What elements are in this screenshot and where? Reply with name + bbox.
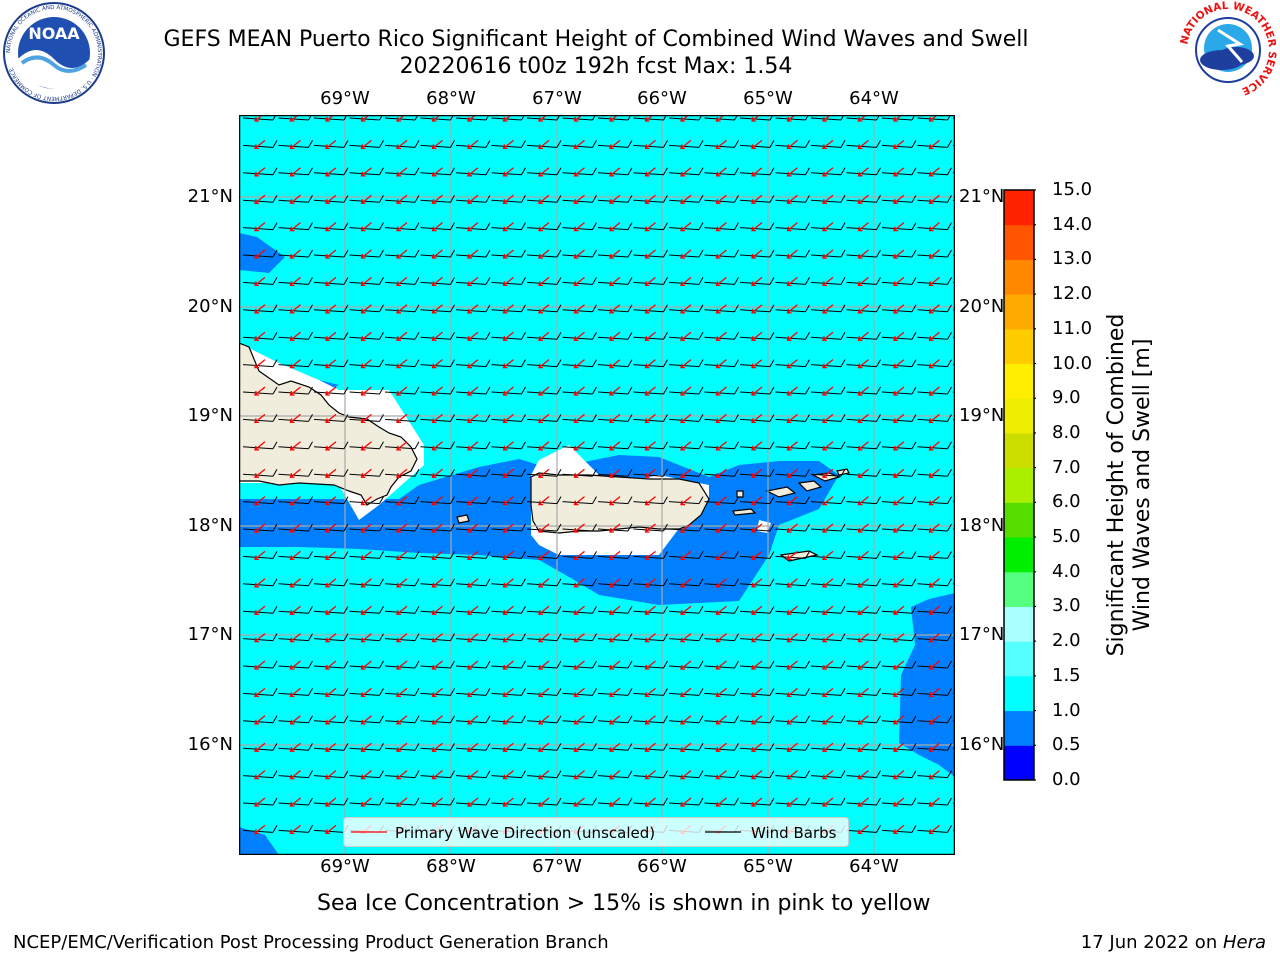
land-culebra (736, 490, 744, 498)
lat-label-right: 21°N (959, 186, 1005, 207)
lat-label-right: 17°N (959, 624, 1005, 645)
sea-ice-note: Sea Ice Concentration > 15% is shown in … (317, 891, 931, 916)
colorbar-tick-label: 2.0 (1052, 630, 1081, 652)
colorbar-segment (1004, 641, 1034, 677)
colorbar-segment (1004, 710, 1034, 746)
lon-label-bottom: 66°W (637, 856, 687, 877)
lon-label-bottom: 67°W (532, 856, 582, 877)
land-hispaniola (239, 342, 418, 506)
legend-barb-label: Wind Barbs (751, 824, 837, 842)
colorbar-segment (1004, 190, 1034, 226)
colorbar-tick-label: 5.0 (1052, 526, 1081, 548)
noaa-logo: NOAA NATIONAL OCEANIC AND ATMOSPHERIC AD… (3, 2, 105, 104)
colorbar-tick-label: 12.0 (1052, 283, 1093, 305)
lat-label-left: 20°N (187, 296, 233, 317)
colorbar-label-line1: Significant Height of Combined (1104, 313, 1129, 657)
colorbar-tick-label: 15.0 (1052, 179, 1093, 200)
lon-label-top: 67°W (532, 88, 582, 109)
colorbar-segment (1004, 328, 1034, 365)
svg-text:NOAA: NOAA (28, 24, 80, 43)
lon-label-bottom: 68°W (426, 856, 476, 877)
colorbar-tick-label: 13.0 (1052, 248, 1093, 270)
map-panel (239, 115, 955, 855)
colorbar-tick-label: 10.0 (1052, 352, 1093, 374)
colorbar-tick-label: 11.0 (1052, 317, 1093, 339)
nws-logo: NATIONAL WEATHER SERVICE (1178, 0, 1278, 98)
host-name: Hera (1222, 932, 1266, 953)
land-vieques (732, 508, 757, 516)
colorbar-tick-label: 1.0 (1052, 699, 1081, 721)
lat-label-left: 21°N (187, 186, 233, 207)
colorbar-segment (1004, 537, 1034, 573)
colorbar-tick-label: 9.0 (1052, 387, 1081, 409)
land-usvi-stthomas (765, 486, 797, 498)
colorbar-segment (1004, 432, 1034, 469)
colorbar-tick-label: 6.0 (1052, 491, 1081, 513)
chart-title-line1: GEFS MEAN Puerto Rico Significant Height… (163, 27, 1029, 52)
colorbar-segment (1004, 675, 1034, 712)
land-usvi-stjohn (797, 480, 823, 492)
lon-label-top: 65°W (743, 88, 793, 109)
date-text: 17 Jun 2022 on (1080, 932, 1223, 953)
lon-label-bottom: 64°W (849, 856, 899, 877)
wave-and-wind-vectors (242, 115, 955, 835)
colorbar-segment (1004, 571, 1034, 607)
map-legend: Primary Wave Direction (unscaled) Wind B… (343, 817, 849, 847)
colorbar-tick-label: 3.0 (1052, 595, 1081, 617)
map-frame (239, 115, 955, 855)
colorbar-segment (1004, 745, 1034, 781)
lat-label-right: 18°N (959, 515, 1005, 536)
lon-label-bottom: 65°W (743, 856, 793, 877)
graticule (239, 115, 955, 855)
lon-label-top: 64°W (849, 88, 899, 109)
colorbar-label-line2: Wind Waves and Swell [m] (1130, 338, 1155, 632)
lat-label-left: 17°N (187, 624, 233, 645)
colorbar-tick-label: 4.0 (1052, 560, 1081, 582)
producer-footer: NCEP/EMC/Verification Post Processing Pr… (13, 932, 609, 953)
lon-label-top: 69°W (320, 88, 370, 109)
lat-label-left: 16°N (187, 734, 233, 755)
colorbar-tick-label: 14.0 (1052, 213, 1093, 235)
colorbar-tick-label: 0.0 (1052, 769, 1081, 790)
colorbar-segment (1004, 606, 1034, 642)
colorbar-segment (1004, 467, 1034, 503)
colorbar (1003, 189, 1036, 781)
region-southeast (899, 593, 955, 777)
lat-label-left: 18°N (187, 515, 233, 536)
lon-label-bottom: 69°W (320, 856, 370, 877)
colorbar-segment (1004, 502, 1034, 538)
colorbar-tick-label: 1.5 (1052, 664, 1081, 686)
colorbar-tick-label: 8.0 (1052, 421, 1081, 443)
chart-title-line2: 20220616 t00z 192h fcst Max: 1.54 (399, 54, 793, 79)
colorbar-segment (1004, 259, 1034, 295)
legend-wave-label: Primary Wave Direction (unscaled) (395, 824, 655, 842)
colorbar-segment (1004, 224, 1034, 260)
colorbar-segment (1004, 398, 1034, 434)
colorbar-segment (1004, 294, 1034, 330)
lon-label-top: 66°W (637, 88, 687, 109)
region-southwest-corner (239, 827, 279, 855)
date-footer: 17 Jun 2022 on Hera (1081, 932, 1266, 954)
colorbar-tick-label: 7.0 (1052, 456, 1081, 478)
lat-label-left: 19°N (187, 405, 233, 426)
colorbar-segment (1004, 363, 1034, 399)
lat-label-right: 20°N (959, 296, 1005, 317)
lat-label-right: 16°N (959, 734, 1005, 755)
colorbar-tick-label: 0.5 (1052, 734, 1081, 756)
land-masses (239, 342, 850, 562)
lat-label-right: 19°N (959, 405, 1005, 426)
land-mona (456, 514, 470, 524)
lon-label-top: 68°W (426, 88, 476, 109)
